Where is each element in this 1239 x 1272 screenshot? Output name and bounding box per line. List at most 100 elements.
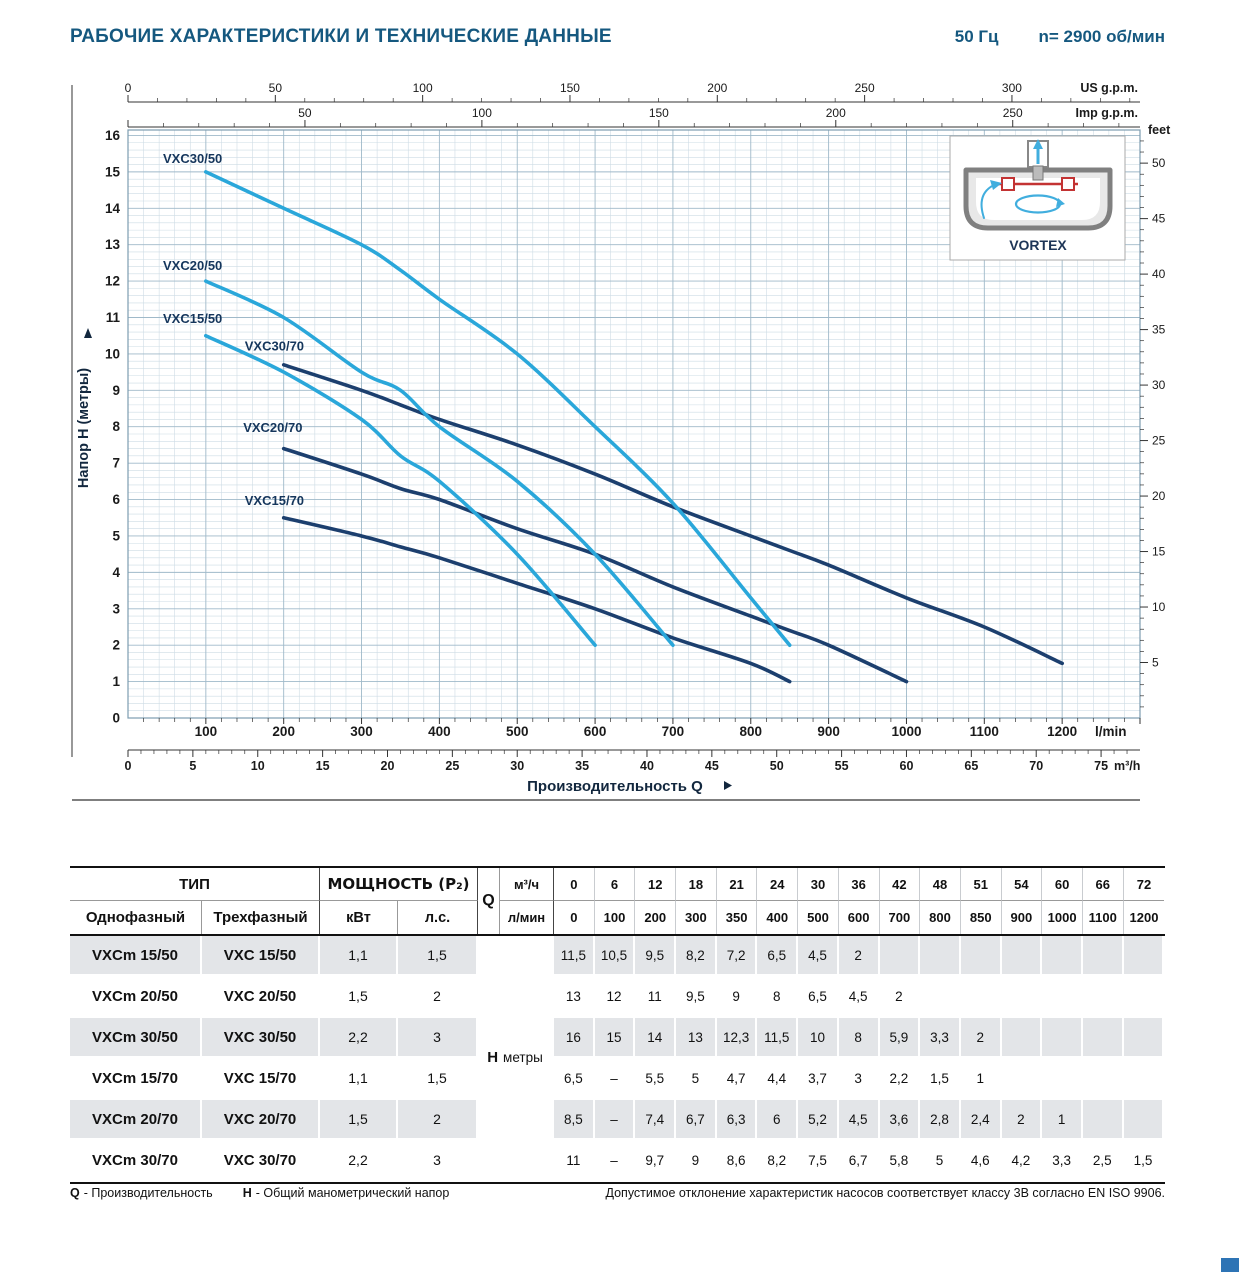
curve-label-VXC30-50: VXC30/50 [163,151,222,166]
pump-curves-chart: 0 50 100 150 200 250 300 US g.p.m. 50 100 150 200 25… [71,81,1171,801]
type-group-header: ТИП [70,868,320,901]
lmin-tick-value: 500 [798,901,839,934]
svg-text:60: 60 [900,759,914,773]
head-value: 9,5 [676,977,717,1018]
svg-text:9: 9 [112,383,120,398]
tolerance-note: Допустимое отклонение характеристик насо… [605,1186,1166,1200]
svg-text:feet: feet [1148,123,1171,137]
svg-text:0: 0 [125,81,132,95]
head-value: 9 [716,977,758,1018]
head-value [1042,1018,1083,1059]
lmin-tick-value: 1100 [1083,901,1124,934]
model-three-phase: VXC 20/70 [202,1100,320,1141]
head-value: 15 [594,1018,636,1059]
m3h-tick-value: 66 [1082,868,1124,901]
head-value: 7,4 [635,1100,677,1141]
head-value: 7,2 [716,936,758,977]
head-value: 13 [676,1018,717,1059]
head-value: 8,6 [716,1141,758,1182]
head-value: – [594,1100,636,1141]
svg-text:200: 200 [272,724,295,739]
top-axis-us-gpm: 0 50 100 150 200 250 300 US g.p.m. [125,81,1140,103]
head-value: 8 [838,1018,880,1059]
curve-label-VXC20-70: VXC20/70 [243,420,302,435]
hp-header: л.с. [398,901,478,934]
head-value: 8 [757,977,799,1018]
svg-text:40: 40 [640,759,654,773]
head-value: 6,7 [676,1100,717,1141]
head-value: 6,5 [798,977,839,1018]
head-value: 4,6 [960,1141,1002,1182]
head-value: 8,2 [676,936,717,977]
svg-text:1: 1 [112,674,120,689]
svg-text:300: 300 [350,724,373,739]
svg-text:15: 15 [1152,545,1166,559]
m3h-tick-value: 72 [1123,868,1165,901]
grid-major [127,129,1141,719]
bottom-axis-lmin: 100 200 300 400 500 600 700 800 900 1000 1100 1200 l… [143,718,1141,739]
head-value: 5 [676,1059,717,1100]
head-value [1123,977,1165,1018]
svg-text:2: 2 [112,638,120,653]
grid-minor [128,130,1140,718]
svg-text:20: 20 [1152,489,1166,503]
head-value: 11,5 [554,936,595,977]
head-value: 3,7 [798,1059,839,1100]
lmin-tick-value: 1200 [1129,910,1159,925]
head-value [1001,936,1043,977]
svg-text:l/min: l/min [1095,724,1127,739]
head-value [1123,1100,1165,1141]
model-three-phase: VXC 30/50 [202,1018,320,1059]
svg-text:Imp g.p.m.: Imp g.p.m. [1076,106,1139,120]
head-value [1082,1018,1124,1059]
svg-text:100: 100 [195,724,218,739]
head-value: 2,4 [960,1100,1002,1141]
head-value: 5,8 [879,1141,921,1182]
m3h-tick-value: 48 [920,868,961,901]
head-value [920,977,961,1018]
svg-text:15: 15 [316,759,330,773]
svg-text:4: 4 [112,565,120,580]
model-single-phase: VXCm 15/70 [70,1059,202,1100]
m3h-tick-value: 42 [879,868,921,901]
power-kw-value: 1,5 [320,977,398,1018]
svg-text:45: 45 [1152,212,1166,226]
footnote-h-abbr: H [242,1186,252,1200]
head-value: 2,2 [879,1059,921,1100]
head-value: 2 [879,977,921,1018]
head-value [1042,936,1083,977]
h-unit: метры [503,1050,543,1065]
svg-text:20: 20 [381,759,395,773]
head-value: 5,2 [798,1100,839,1141]
head-value: 4,5 [838,1100,880,1141]
pump-curves [204,170,1064,684]
power-kw-value: 2,2 [320,1018,398,1059]
svg-text:150: 150 [649,106,669,120]
head-value: 2 [838,936,880,977]
svg-text:5: 5 [1152,656,1159,670]
power-kw-value: 1,1 [320,936,398,977]
lmin-tick-value: 900 [1002,901,1043,934]
svg-text:6: 6 [112,492,120,507]
page-corner-decoration [1221,1258,1239,1272]
bottom-axis-m3h: 0 5 10 15 20 25 30 35 40 45 50 55 60 65 70 75 m³/h [125,749,1140,773]
svg-text:25: 25 [1152,434,1166,448]
footnote-q-abbr: Q [70,1186,80,1200]
head-value [1082,977,1124,1018]
svg-text:45: 45 [705,759,719,773]
head-value: 10 [798,1018,839,1059]
head-value: 1,5 [1123,1141,1165,1182]
head-value: 6 [757,1100,799,1141]
power-group-header: МОЩНОСТЬ (P₂) [320,868,478,901]
head-value: 1,5 [920,1059,961,1100]
head-value: 11,5 [757,1018,799,1059]
m3h-tick-value: 51 [960,868,1002,901]
head-value: 5,9 [879,1018,921,1059]
lmin-tick-value: 700 [880,901,921,934]
three-phase-header: Трехфазный [202,901,320,934]
model-three-phase: VXC 15/50 [202,936,320,977]
model-single-phase: VXCm 15/50 [70,936,202,977]
head-value: 1 [960,1059,1002,1100]
